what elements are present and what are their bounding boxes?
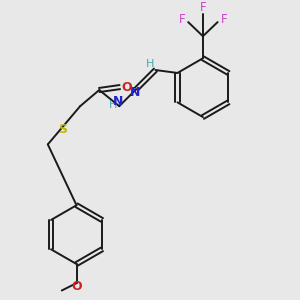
Text: O: O (121, 81, 132, 94)
Text: N: N (112, 95, 123, 108)
Text: F: F (178, 13, 185, 26)
Text: N: N (130, 86, 140, 99)
Text: H: H (109, 100, 117, 110)
Text: O: O (71, 280, 82, 293)
Text: F: F (221, 13, 227, 26)
Text: S: S (58, 123, 67, 136)
Text: H: H (146, 58, 154, 69)
Text: F: F (200, 1, 206, 14)
